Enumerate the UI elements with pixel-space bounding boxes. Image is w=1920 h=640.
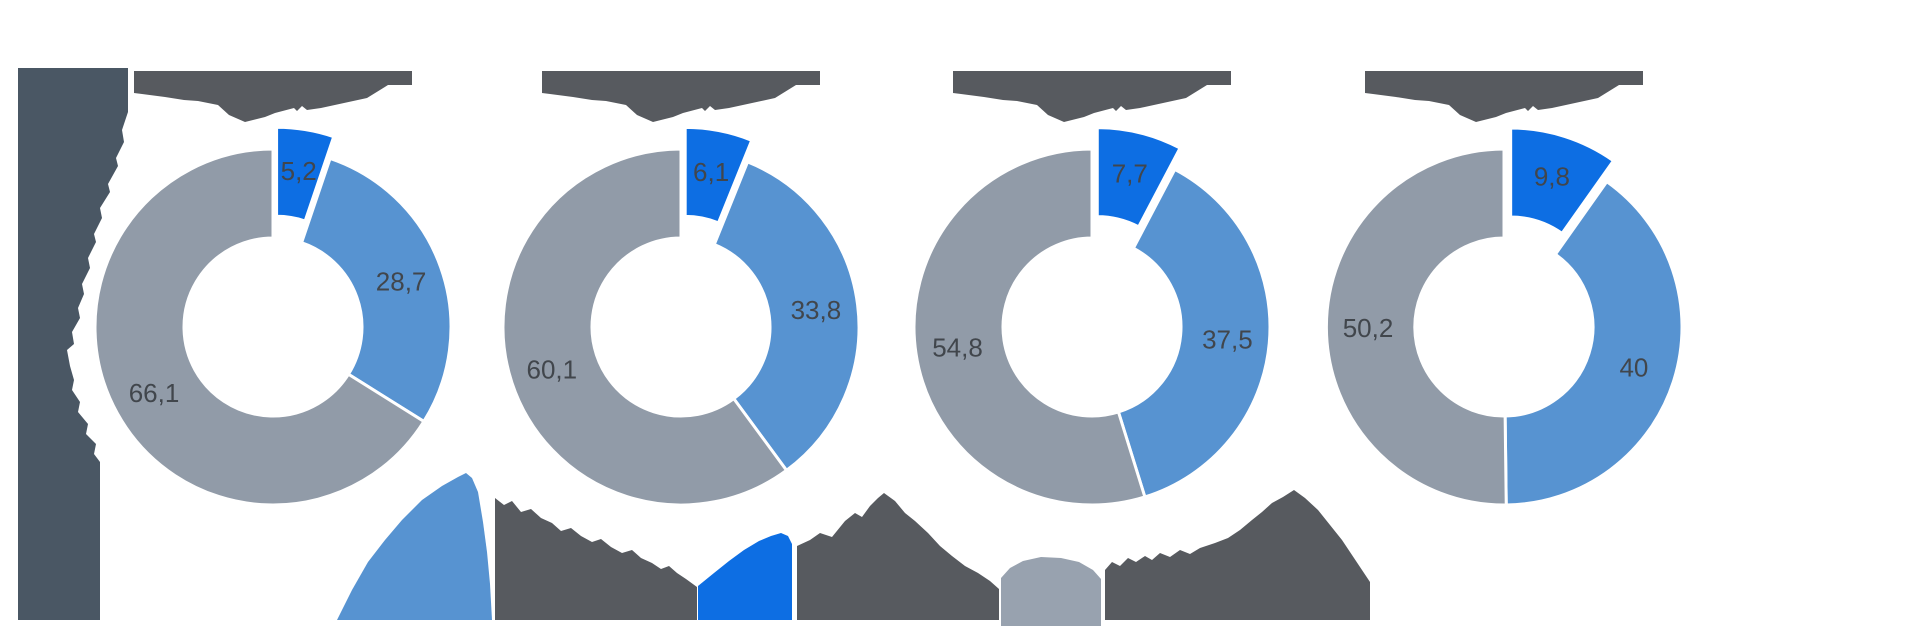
donut-3-title-redacted [953, 71, 1231, 122]
donut-2-slice-light_blue[interactable] [712, 159, 861, 473]
donut-1-title-redacted [134, 71, 412, 122]
donut-4-slice-gray[interactable] [1324, 147, 1508, 507]
legend [337, 473, 1370, 626]
donut-chart-4: 9,8 40 50,2 [1324, 71, 1684, 507]
donut-1-label-light_blue: 28,7 [376, 266, 427, 296]
donut-3-label-light_blue: 37,5 [1202, 324, 1253, 354]
donut-2-title-redacted [542, 71, 820, 122]
donut-chart-3: 7,7 37,5 54,8 [912, 71, 1272, 507]
legend-marker-3-icon[interactable] [1001, 557, 1101, 626]
donut-4-label-accent_blue: 9,8 [1534, 161, 1570, 191]
donut-2-label-light_blue: 33,8 [791, 295, 842, 325]
donut-4-title-redacted [1365, 71, 1643, 122]
donut-3-label-accent_blue: 7,7 [1112, 159, 1148, 189]
donut-1-slice-accent_blue[interactable] [275, 125, 336, 223]
legend-item-1[interactable] [337, 473, 697, 620]
donut-3-slice-light_blue[interactable] [1116, 167, 1272, 499]
legend-marker-2-icon[interactable] [698, 533, 792, 620]
donut-2-slice-gray[interactable] [501, 147, 789, 507]
donut-1-slice-gray[interactable] [93, 147, 426, 507]
donut-1-slice-light_blue[interactable] [299, 156, 453, 424]
legend-label-3-redacted [1105, 490, 1370, 620]
donut-4-slice-light_blue[interactable] [1503, 179, 1684, 507]
donut-chart-2: 6,1 33,8 60,1 [501, 71, 861, 507]
legend-label-1-redacted [495, 498, 697, 620]
legend-label-2-redacted [797, 493, 999, 620]
legend-item-2[interactable] [698, 493, 999, 620]
legend-marker-1-icon[interactable] [337, 473, 492, 620]
donut-3-slice-accent_blue[interactable] [1095, 126, 1183, 229]
donut-chart-1: 5,2 28,7 66,1 [93, 71, 453, 507]
donut-2-label-accent_blue: 6,1 [693, 157, 729, 187]
donut-3-slice-gray[interactable] [912, 147, 1147, 507]
donut-4-slice-accent_blue[interactable] [1509, 126, 1616, 236]
donut-4-label-gray: 50,2 [1343, 313, 1394, 343]
donut-3-label-gray: 54,8 [932, 332, 983, 362]
legend-item-3[interactable] [1001, 490, 1370, 626]
donut-2-slice-accent_blue[interactable] [683, 125, 754, 225]
donut-1-label-accent_blue: 5,2 [281, 156, 317, 186]
donut-2-label-gray: 60,1 [526, 354, 577, 384]
donut-4-label-light_blue: 40 [1619, 352, 1648, 382]
redacted-left-text-block [18, 68, 128, 620]
donut-1-label-gray: 66,1 [129, 378, 180, 408]
